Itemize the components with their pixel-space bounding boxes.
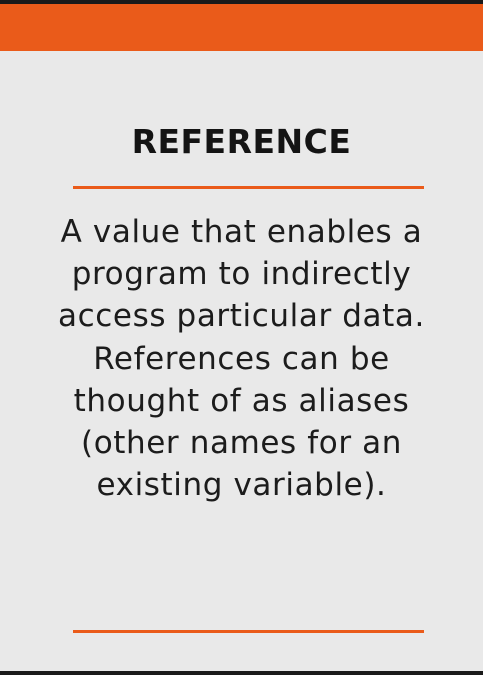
- definition-text: A value that enables a program to indire…: [58, 214, 425, 504]
- card-title: REFERENCE: [131, 122, 352, 161]
- bottom-edge: [0, 671, 483, 675]
- divider-bottom: [73, 630, 424, 633]
- divider-top: [73, 186, 424, 189]
- top-edge: [0, 0, 483, 4]
- header-bar: [0, 4, 483, 51]
